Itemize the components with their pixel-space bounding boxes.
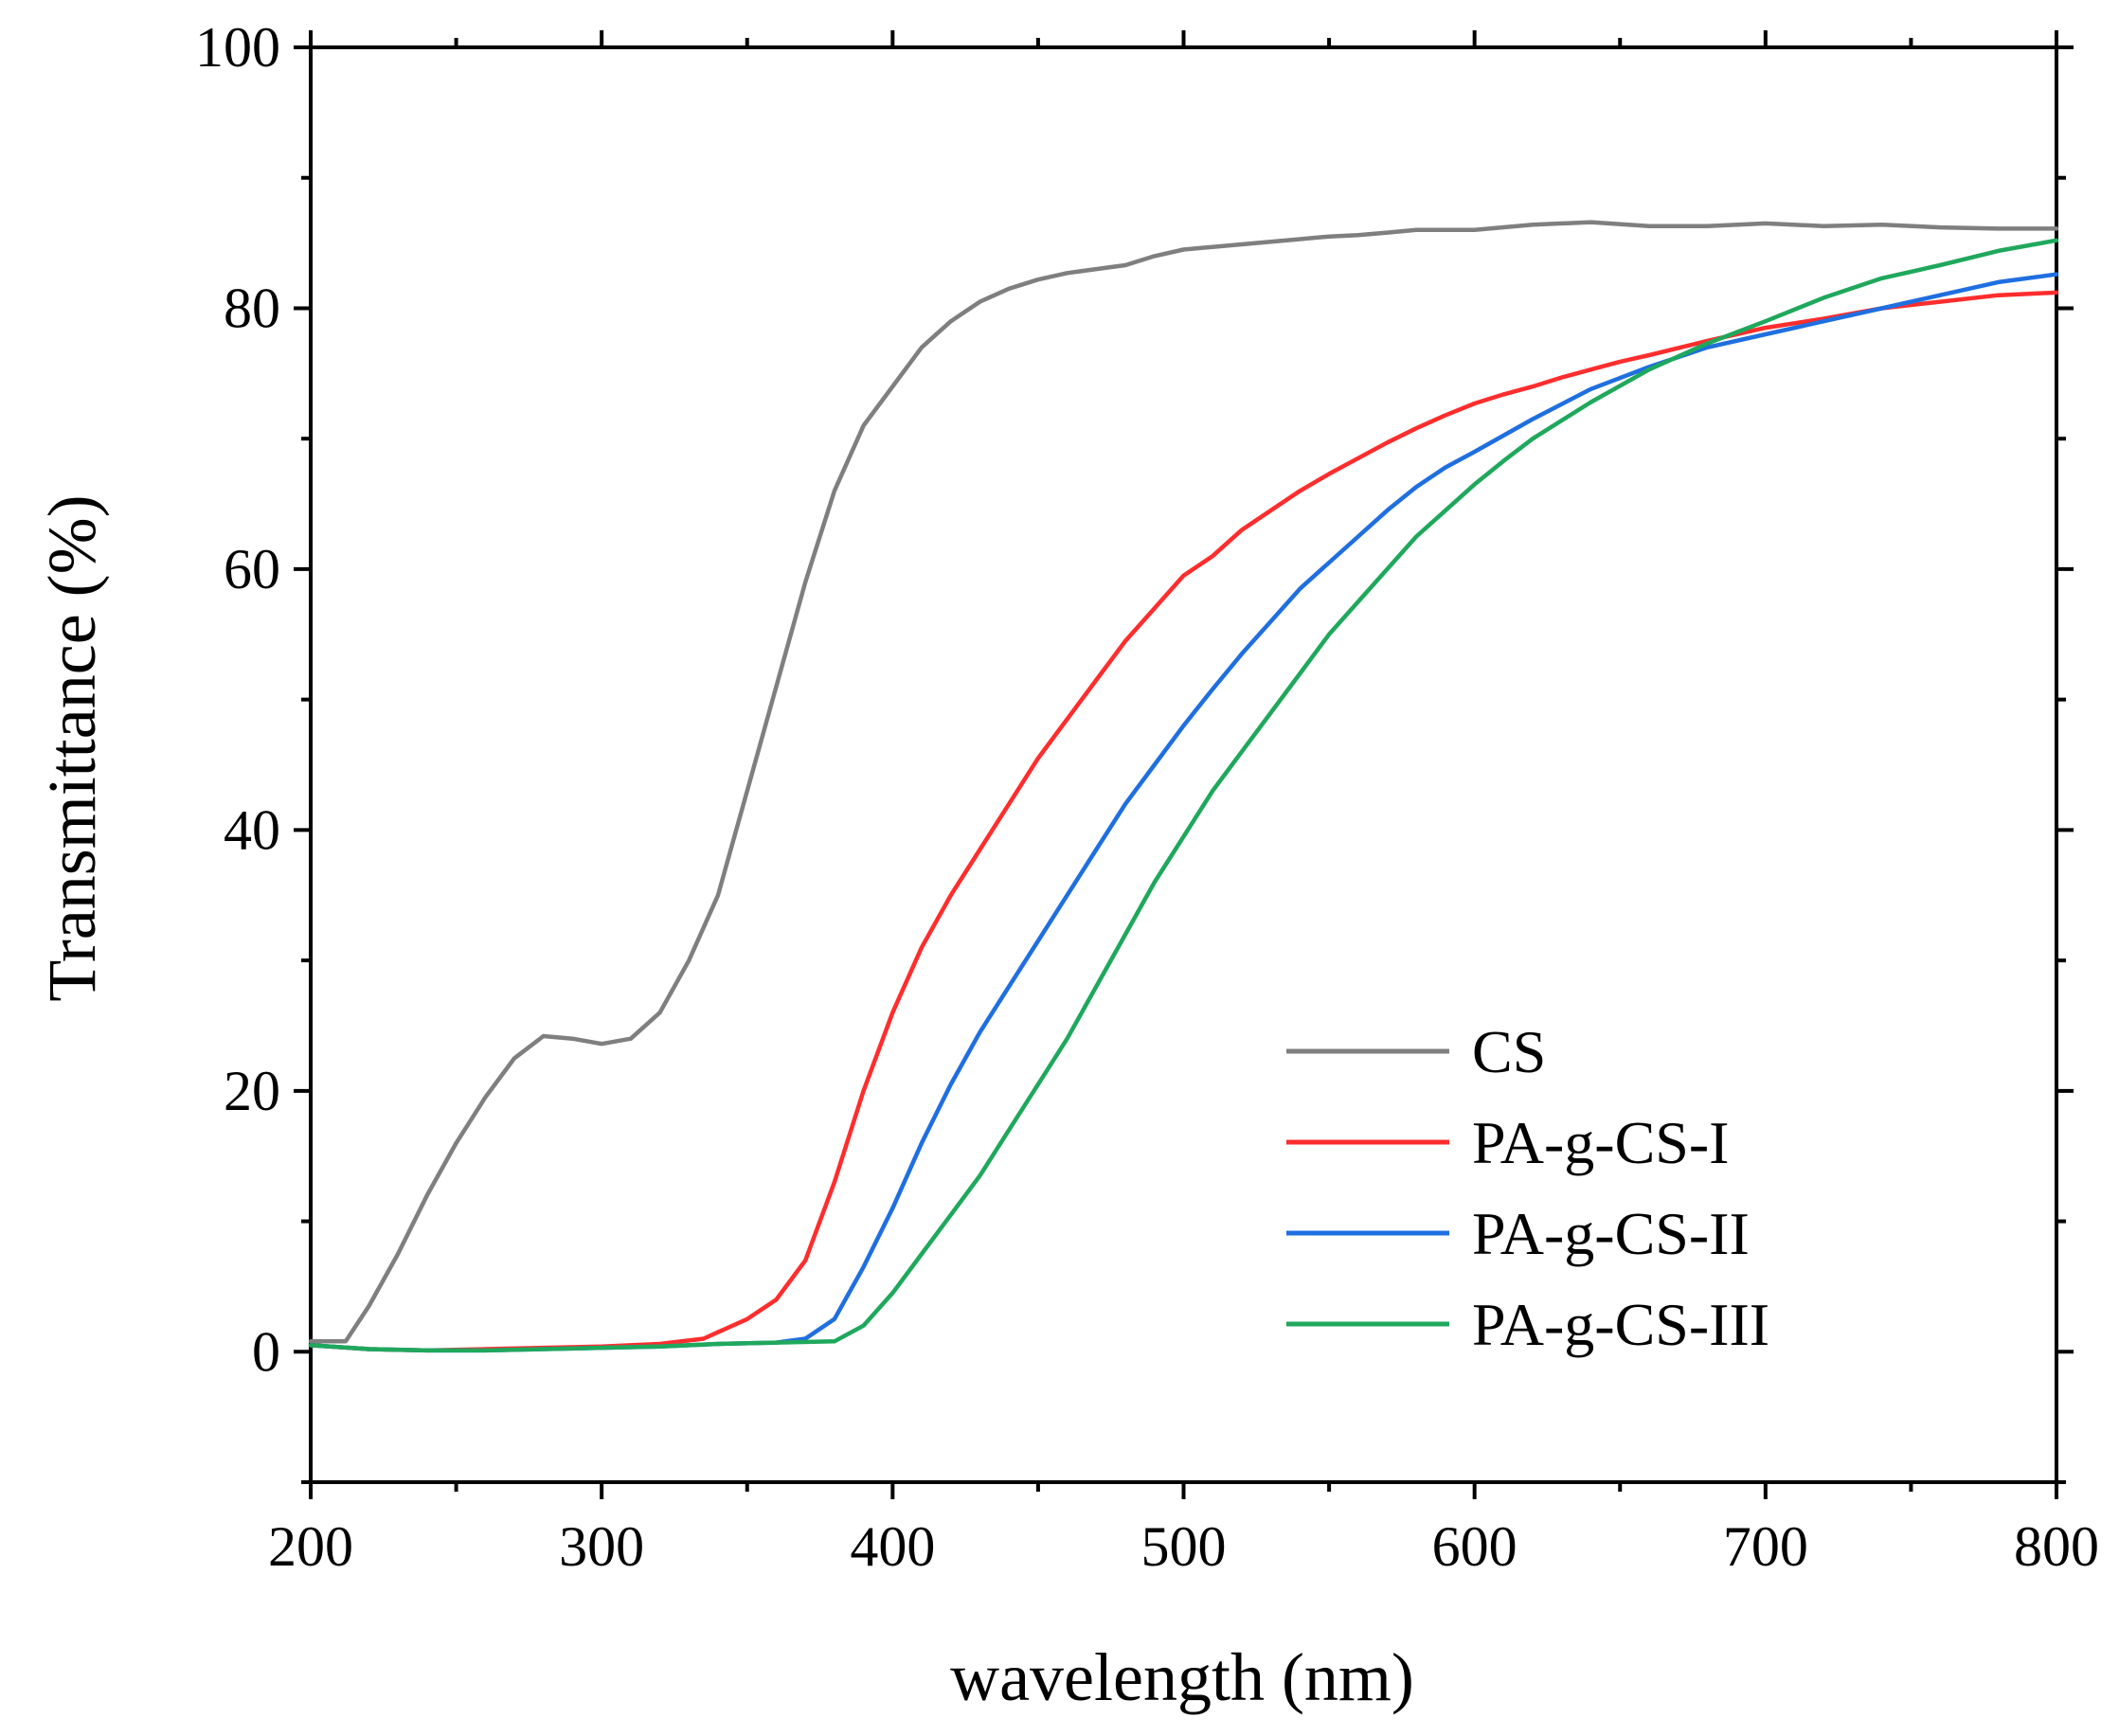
plot-frame — [309, 45, 2058, 1484]
x-tick-label: 800 — [2014, 1515, 2099, 1578]
x-tick-label: 400 — [850, 1515, 935, 1578]
legend-label-cs: CS — [1472, 1018, 1546, 1085]
y-tick-label: 0 — [252, 1320, 280, 1383]
y-tick-label: 80 — [224, 277, 280, 339]
series-line-pa-g-cs-iii — [308, 238, 2059, 1353]
series-line-pa-g-cs-i — [308, 290, 2059, 1353]
x-axis-title: wavelength (nm) — [950, 1639, 1414, 1715]
y-tick-label: 40 — [224, 798, 280, 861]
y-tick-label: 100 — [195, 16, 280, 79]
x-tick-label: 300 — [559, 1515, 644, 1578]
x-tick-label: 600 — [1432, 1515, 1517, 1578]
y-tick-label: 60 — [224, 538, 280, 600]
legend: CS PA-g-CS-I PA-g-CS-II PA-g-CS-III — [1286, 1018, 1769, 1358]
y-axis-title: Transmittance (%) — [34, 494, 110, 1001]
series-line-pa-g-cs-ii — [308, 272, 2059, 1353]
series-line-cs — [308, 220, 2059, 1344]
x-tick-label: 200 — [268, 1515, 353, 1578]
x-tick-label: 700 — [1723, 1515, 1808, 1578]
series-lines — [308, 220, 2059, 1353]
y-tick-label: 20 — [224, 1060, 280, 1122]
legend-label-pa-g-cs-i: PA-g-CS-I — [1472, 1109, 1729, 1176]
legend-label-pa-g-cs-iii: PA-g-CS-III — [1472, 1291, 1769, 1358]
axes: 200 300 400 500 600 700 800 0 20 40 60 80 100 — [195, 16, 2099, 1578]
legend-label-pa-g-cs-ii: PA-g-CS-II — [1472, 1200, 1750, 1267]
x-tick-label: 500 — [1141, 1515, 1227, 1578]
